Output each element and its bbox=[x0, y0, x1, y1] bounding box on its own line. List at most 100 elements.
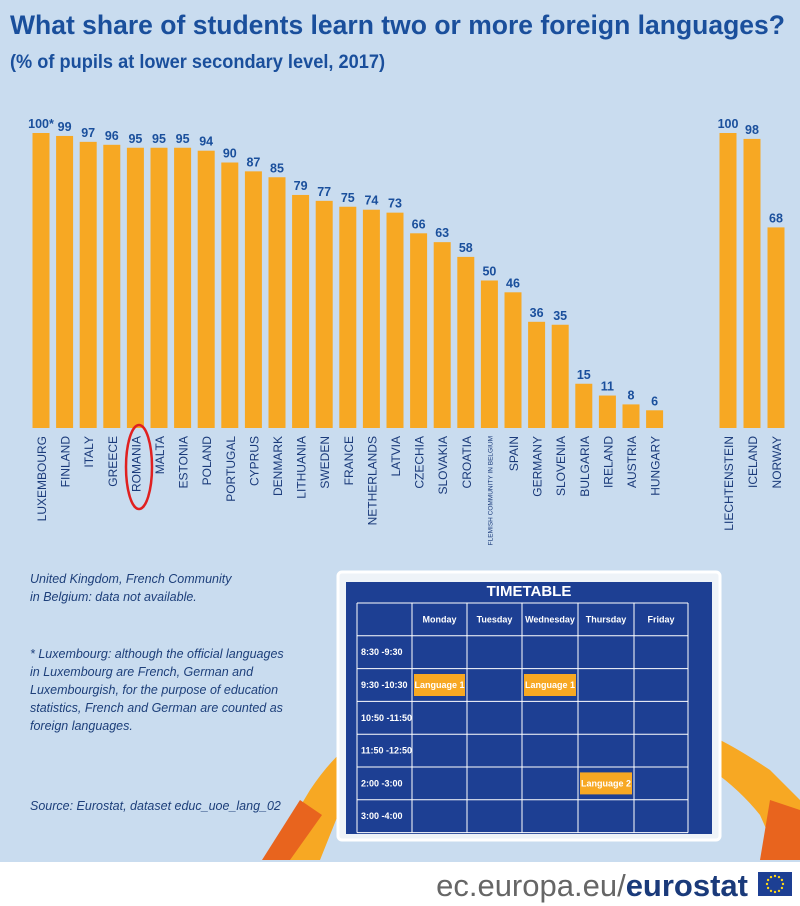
x-tick-label: AUSTRIA bbox=[625, 436, 639, 488]
x-tick-label: MALTA bbox=[153, 436, 167, 474]
time-label: 8:30 -9:30 bbox=[361, 647, 403, 657]
lesson-label: Language 1 bbox=[414, 680, 464, 690]
x-tick-label: NORWAY bbox=[770, 436, 784, 488]
note-line: in Luxembourg are French, German and bbox=[30, 665, 254, 679]
value-label: 97 bbox=[81, 126, 95, 140]
bar bbox=[743, 138, 761, 428]
x-tick-label: GREECE bbox=[106, 436, 120, 487]
x-tick-label: ESTONIA bbox=[177, 436, 191, 488]
value-label: 87 bbox=[246, 155, 260, 169]
day-label: Thursday bbox=[586, 614, 627, 624]
bar bbox=[362, 209, 380, 428]
bar bbox=[719, 133, 737, 428]
value-label: 11 bbox=[601, 380, 614, 394]
flag-star bbox=[766, 878, 770, 882]
timetable-panel bbox=[346, 582, 712, 834]
value-label: 46 bbox=[506, 276, 520, 290]
value-label: 100 bbox=[718, 117, 739, 131]
x-tick-label: GERMANY bbox=[531, 436, 545, 497]
value-label: 74 bbox=[364, 194, 378, 208]
value-label: 95 bbox=[128, 132, 142, 146]
x-tick-label: LUXEMBOURG bbox=[35, 436, 49, 521]
source: Source: Eurostat, dataset educ_uoe_lang_… bbox=[30, 799, 281, 813]
bar bbox=[79, 141, 97, 428]
subtitle: (% of pupils at lower secondary level, 2… bbox=[10, 52, 385, 73]
x-tick-label: SLOVAKIA bbox=[436, 436, 450, 494]
bar bbox=[126, 147, 144, 428]
value-label: 95 bbox=[152, 132, 166, 146]
time-label: 11:50 -12:50 bbox=[361, 746, 412, 756]
bar bbox=[646, 410, 664, 428]
day-label: Monday bbox=[422, 614, 456, 624]
bar bbox=[221, 162, 239, 428]
x-tick-label: ITALY bbox=[82, 436, 96, 468]
note-line: United Kingdom, French Community bbox=[30, 572, 232, 586]
footer-brand: eurostat bbox=[626, 868, 748, 903]
lesson-cell bbox=[524, 674, 576, 696]
value-label: 79 bbox=[294, 179, 308, 193]
note-line: in Belgium: data not available. bbox=[30, 590, 197, 604]
value-label: 50 bbox=[482, 265, 496, 279]
x-tick-label: BULGARIA bbox=[578, 436, 592, 497]
bar bbox=[457, 256, 475, 428]
left-sleeve bbox=[262, 800, 322, 860]
bar bbox=[528, 321, 546, 428]
x-tick-label: SLOVENIA bbox=[554, 436, 568, 496]
value-label: 98 bbox=[745, 123, 759, 137]
bar bbox=[268, 177, 286, 428]
footer: ec.europa.eu/eurostat bbox=[436, 868, 748, 903]
value-label: 100* bbox=[28, 117, 54, 131]
right-sleeve bbox=[760, 800, 800, 860]
value-label: 36 bbox=[530, 306, 544, 320]
bar bbox=[433, 242, 451, 428]
bar bbox=[244, 171, 262, 428]
bar bbox=[32, 133, 50, 428]
value-label: 58 bbox=[459, 241, 473, 255]
value-label: 77 bbox=[317, 185, 331, 199]
x-tick-label: IRELAND bbox=[601, 436, 615, 488]
bar bbox=[339, 206, 357, 428]
x-tick-label: DENMARK bbox=[271, 436, 285, 496]
day-label: Wednesday bbox=[525, 614, 575, 624]
value-label: 8 bbox=[628, 388, 635, 402]
flag-star bbox=[773, 874, 777, 878]
timetable-title: TIMETABLE bbox=[487, 583, 572, 600]
lesson-cell bbox=[580, 772, 632, 795]
value-label: 68 bbox=[769, 211, 783, 225]
x-tick-label: PORTUGAL bbox=[224, 436, 238, 502]
bar bbox=[150, 147, 168, 428]
flag-star bbox=[777, 889, 781, 893]
x-tick-label: ROMANIA bbox=[129, 436, 143, 492]
value-label: 63 bbox=[435, 226, 449, 240]
bar bbox=[56, 135, 74, 428]
bar bbox=[197, 150, 215, 428]
time-label: 9:30 -10:30 bbox=[361, 680, 408, 690]
x-tick-label: LITHUANIA bbox=[295, 436, 309, 499]
x-tick-label: POLAND bbox=[200, 436, 214, 486]
x-tick-label: SWEDEN bbox=[318, 436, 332, 489]
day-label: Tuesday bbox=[477, 614, 513, 624]
value-label: 96 bbox=[105, 129, 119, 143]
value-label: 6 bbox=[651, 394, 658, 408]
flag-star bbox=[773, 890, 777, 894]
lesson-label: Language 1 bbox=[525, 680, 575, 690]
x-tick-label: FRANCE bbox=[342, 436, 356, 485]
highlight-ring bbox=[124, 423, 154, 511]
value-label: 75 bbox=[341, 191, 355, 205]
bar bbox=[410, 233, 428, 428]
x-tick-label: SPAIN bbox=[507, 436, 521, 471]
x-tick-label: FINLAND bbox=[59, 436, 73, 488]
time-label: 3:00 -4:00 bbox=[361, 811, 403, 821]
footer-site: ec.europa.eu/ bbox=[436, 868, 626, 903]
bar bbox=[315, 200, 333, 428]
bar bbox=[504, 292, 522, 428]
x-tick-label: LATVIA bbox=[389, 436, 403, 476]
x-tick-label: NETHERLANDS bbox=[365, 436, 379, 525]
lesson-cell bbox=[414, 674, 465, 696]
x-tick-label: ICELAND bbox=[746, 436, 760, 488]
value-label: 99 bbox=[58, 120, 72, 134]
bar bbox=[551, 324, 569, 428]
x-tick-label: FLEMISH COMMUNITY IN BELGIUM bbox=[487, 436, 494, 545]
flag-star bbox=[780, 878, 784, 882]
bar bbox=[292, 194, 310, 428]
